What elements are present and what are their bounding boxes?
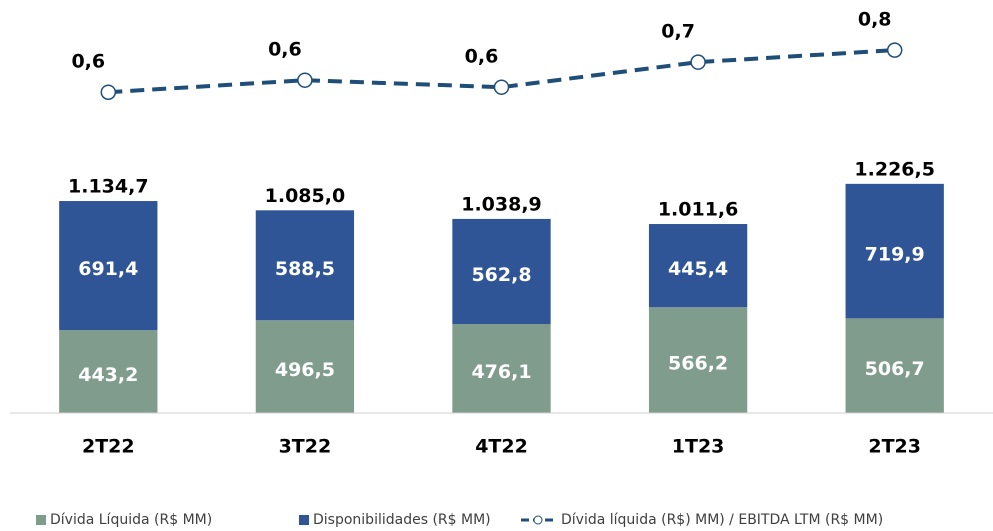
bar-segment <box>845 318 944 413</box>
legend-label: Dívida Líquida (R$ MM) <box>50 512 212 528</box>
line-value-label: 0,7 <box>661 21 695 43</box>
total-label: 1.085,0 <box>265 185 346 207</box>
total-label: 1.226,5 <box>854 158 935 180</box>
bar-value-label: 476,1 <box>471 361 531 383</box>
total-label: 1.134,7 <box>68 176 149 198</box>
line-marker <box>690 54 706 70</box>
line-marker <box>100 84 117 100</box>
line-marker <box>886 42 903 58</box>
line-value-label: 0,8 <box>858 9 892 31</box>
bar-value-label: 445,4 <box>668 258 728 280</box>
line-value-label: 0,6 <box>268 39 302 61</box>
total-label: 1.038,9 <box>461 193 542 215</box>
bar-value-label: 443,2 <box>78 364 138 386</box>
bar-segment <box>59 201 158 331</box>
legend-label: Dívida líquida (R$) MM) / EBITDA LTM (R$… <box>561 512 883 528</box>
bar-segment <box>255 320 355 413</box>
line-value-label: 0,6 <box>465 46 499 68</box>
bar-value-label: 562,8 <box>471 264 531 286</box>
x-tick-label: 2T23 <box>868 436 921 458</box>
bar-segment <box>452 218 551 325</box>
line-marker <box>297 72 313 88</box>
bar-segment <box>845 183 944 319</box>
x-tick-label: 4T22 <box>475 436 528 458</box>
legend-marker <box>533 515 543 525</box>
bar-value-label: 506,7 <box>865 358 925 380</box>
line-value-label: 0,6 <box>71 51 105 73</box>
bar-segment <box>255 210 355 321</box>
x-tick-label: 1T23 <box>672 436 725 458</box>
total-label: 1.011,6 <box>658 199 739 221</box>
bar-value-label: 719,9 <box>865 244 925 266</box>
x-tick-label: 2T22 <box>82 436 135 458</box>
x-tick-label: 3T22 <box>279 436 332 458</box>
bar-value-label: 588,5 <box>275 258 335 280</box>
bar-value-label: 691,4 <box>78 258 138 280</box>
bar-segment <box>59 330 158 413</box>
bar-value-label: 566,2 <box>668 353 728 375</box>
line-marker <box>493 79 510 95</box>
legend-label: Disponibilidades (R$ MM) <box>313 512 491 528</box>
bar-value-label: 496,5 <box>275 359 335 381</box>
bar-segment <box>648 224 748 308</box>
bar-segment <box>648 307 748 413</box>
legend-swatch <box>299 515 309 525</box>
legend-swatch <box>36 515 46 525</box>
bar-segment <box>452 324 551 413</box>
